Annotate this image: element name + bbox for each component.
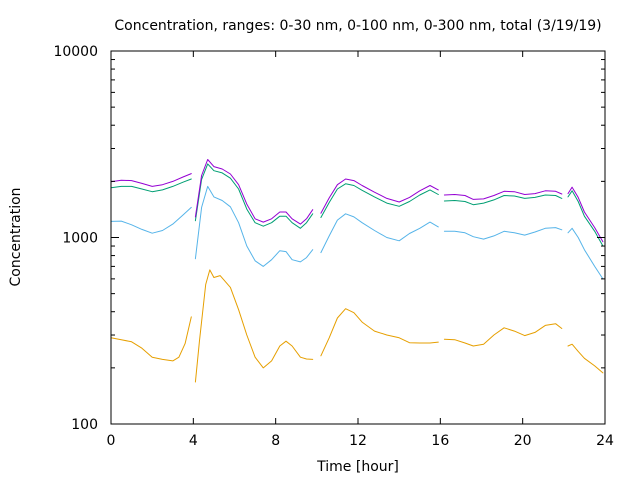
series-2-line-segment-4 — [443, 227, 563, 240]
x-tick-label: 0 — [107, 433, 116, 449]
x-axis-label: Time [hour] — [316, 459, 399, 475]
series-1-line-segment-2 — [194, 269, 314, 383]
series-1-line-segment-4 — [443, 323, 563, 347]
series-4-line-segment-5 — [567, 186, 604, 243]
series-3-line-segment-3 — [320, 183, 439, 218]
chart-title: Concentration, ranges: 0-30 nm, 0-100 nm… — [114, 18, 601, 34]
series-3-line-segment-4 — [443, 194, 563, 206]
x-tick-label: 20 — [514, 433, 532, 449]
x-tick-label: 4 — [189, 433, 198, 449]
axis-ticks: 0 4 8 12 16 20 24 100 1000 10000 — [53, 44, 614, 449]
series-3-line-segment-5 — [567, 190, 604, 247]
plot-frame — [110, 50, 606, 425]
x-tick-label: 8 — [271, 433, 280, 449]
x-tick-label: 24 — [596, 433, 614, 449]
series-2-line-segment-1 — [110, 206, 192, 234]
series-3-line-segment-1 — [110, 178, 192, 193]
series-3-line-segment-2 — [194, 163, 314, 229]
series-4-line-segment-2 — [194, 159, 314, 225]
y-tick-label: 1000 — [62, 231, 98, 247]
series-1-line-segment-5 — [567, 343, 604, 374]
x-tick-label: 16 — [431, 433, 449, 449]
series-2-line-segment-5 — [567, 227, 604, 280]
series-1-line-segment-1 — [110, 316, 192, 362]
y-tick-label: 10000 — [53, 44, 98, 60]
series-2-line-segment-2 — [194, 185, 314, 267]
x-tick-label: 12 — [349, 433, 367, 449]
series-2-line-segment-3 — [320, 213, 439, 254]
series-1-line-segment-3 — [320, 308, 439, 357]
plot-area — [110, 159, 604, 383]
series-4-line-segment-1 — [110, 173, 192, 187]
series-4-line-segment-3 — [320, 178, 439, 214]
y-axis-label: Concentration — [8, 187, 24, 286]
series-4-line-segment-4 — [443, 190, 563, 200]
y-tick-label: 100 — [71, 417, 98, 433]
